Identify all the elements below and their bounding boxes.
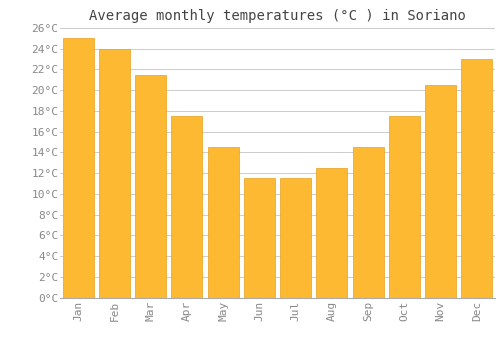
Bar [280, 178, 311, 298]
Bar [389, 116, 420, 298]
Bar [352, 147, 384, 298]
Bar [425, 85, 456, 298]
Bar [244, 178, 275, 298]
Bar [99, 49, 130, 298]
Bar [462, 59, 492, 298]
Bar [172, 116, 202, 298]
Bar [208, 147, 238, 298]
Bar [316, 168, 348, 298]
Bar [62, 38, 94, 298]
Title: Average monthly temperatures (°C ) in Soriano: Average monthly temperatures (°C ) in So… [89, 9, 466, 23]
Bar [135, 75, 166, 298]
